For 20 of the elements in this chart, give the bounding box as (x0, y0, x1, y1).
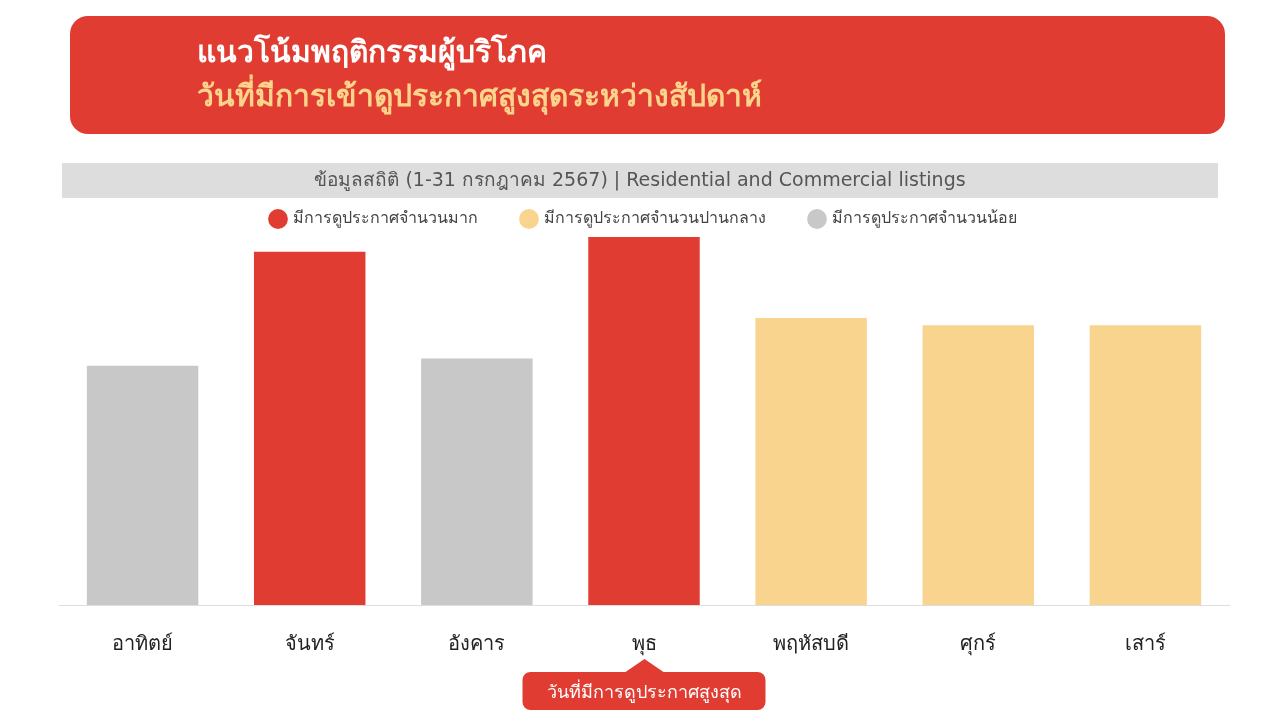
bar (922, 325, 1035, 605)
legend-label: มีการดูประกาศจำนวนน้อย (832, 208, 1017, 229)
bar (755, 317, 867, 605)
x-tick-label: เสาร์ (1124, 631, 1166, 656)
chart-subtitle: วันที่มีการเข้าดูประกาศสูงสุดระหว่างสัปดาห์ (197, 73, 762, 115)
text: ข้อมูลสถิติ (1-31 กรกฎาคม 2567) | Residential and Commercial listings (314, 167, 966, 191)
chart-title: แนวโน้มพฤติกรรมผู้บริโภค (197, 32, 547, 71)
legend-label: มีการดูประกาศจำนวนปานกลาง (544, 208, 766, 229)
bar (253, 251, 366, 605)
x-tick-label: จันทร์ (284, 631, 335, 656)
x-tick-label: ศุกร์ (960, 631, 997, 657)
x-tick-label: อังคาร (448, 631, 506, 656)
x-tick-label: อาทิตย์ (112, 631, 174, 656)
bar (588, 237, 700, 605)
x-tick-label: พฤหัสบดี (773, 631, 850, 656)
x-tick-label: พุธ (631, 631, 657, 657)
bar (421, 358, 533, 605)
bar (86, 365, 199, 605)
bar (1089, 325, 1202, 605)
legend-label: มีการดูประกาศจำนวนมาก (293, 208, 478, 229)
